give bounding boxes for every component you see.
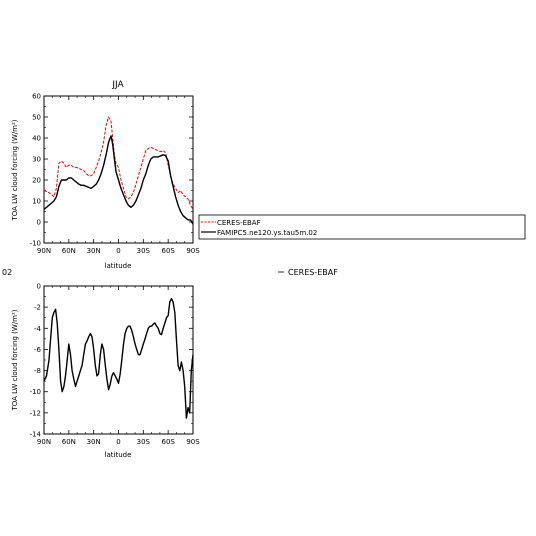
panel2-x-tick-label: 90S xyxy=(186,438,200,446)
panel1-y-tick-label: 60 xyxy=(32,93,41,101)
panel2-series-line-0 xyxy=(43,298,194,419)
panel1-y-tick-label: 40 xyxy=(32,135,41,143)
panel2-y-tick-label: -6 xyxy=(34,346,42,354)
legend-label-ceres: CERES-EBAF xyxy=(217,219,261,227)
panel2-x-label: latitude xyxy=(105,451,132,459)
panel1-series-line-0 xyxy=(43,116,194,210)
panel1-x-tick-label: 0 xyxy=(116,247,120,255)
panel2-x-tick-label: 60N xyxy=(62,438,76,446)
panel1-y-tick-label: 10 xyxy=(32,198,41,206)
legend2-label: CERES-EBAF xyxy=(288,268,338,277)
panel2-y-tick-label: -12 xyxy=(30,409,41,417)
panel2-series xyxy=(43,298,194,419)
legend-label-model: FAMIPC5.ne120.ys.tau5m.02 xyxy=(217,229,317,237)
panel2-x-tick-label: 90N xyxy=(37,438,51,446)
panel2-y-tick-label: 0 xyxy=(37,283,41,291)
panel2-x-tick-label: 0 xyxy=(116,438,120,446)
panel2-x-tick-label: 30N xyxy=(87,438,101,446)
panel1-y-tick-label: 30 xyxy=(32,156,41,164)
panel1-title: JJA xyxy=(111,80,124,90)
panel1-series-line-1 xyxy=(43,135,194,225)
panel2-y-label: TOA LW cloud forcing (W/m²) xyxy=(11,309,19,411)
panel2-y-axis: -14 -12 -10 -8 -6 -4 -2 0 xyxy=(30,283,193,439)
panel1-x-tick-label: 60S xyxy=(161,247,175,255)
panel1-x-axis: 90N 60N 30N 0 30S 60S 90S xyxy=(37,96,200,255)
panel1-y-tick-label: 20 xyxy=(32,177,41,185)
panel2-x-axis: 90N 60N 30N 0 30S 60S 90S xyxy=(37,286,200,446)
panel2-y-tick-label: -10 xyxy=(30,388,41,396)
panel1-y-tick-label: -10 xyxy=(30,240,41,248)
panel2-y-tick-label: -2 xyxy=(34,304,41,312)
panel1-y-label: TOA LW cloud forcing (W/m²) xyxy=(11,119,19,221)
panel1-x-tick-label: 90S xyxy=(186,247,200,255)
panel1-x-tick-label: 60N xyxy=(62,247,76,255)
panel2-x-tick-label: 30S xyxy=(137,438,151,446)
panel2-y-tick-label: -8 xyxy=(34,367,41,375)
panel1-x-tick-label: 30N xyxy=(87,247,101,255)
clipped-label-02: 02 xyxy=(2,268,12,277)
panel-difference: -14 -12 -10 -8 -6 -4 -2 0 90N 60N 30N 0 30S 60S 90S l… xyxy=(11,283,200,460)
panel1-y-tick-label: 50 xyxy=(32,114,41,122)
panel1-y-tick-label: 0 xyxy=(37,219,41,227)
panel1-legend: CERES-EBAF FAMIPC5.ne120.ys.tau5m.02 xyxy=(198,214,526,240)
panel2-y-tick-label: -14 xyxy=(30,431,42,439)
panel2-y-tick-label: -4 xyxy=(34,325,42,333)
panel1-x-label: latitude xyxy=(105,262,132,270)
legend-box xyxy=(198,214,526,240)
panel-jja: JJA -10 0 10 20 30 40 50 60 90N 60N 30N 0 30S 60S 90S… xyxy=(11,80,200,270)
panel2-legend: CERES-EBAF xyxy=(278,268,338,277)
panel2-plot-frame xyxy=(43,285,194,435)
panel1-x-tick-label: 90N xyxy=(37,247,51,255)
panel1-x-tick-label: 30S xyxy=(137,247,151,255)
panel1-series xyxy=(43,116,194,225)
panel1-y-axis: -10 0 10 20 30 40 50 60 xyxy=(30,93,193,248)
panel2-x-tick-label: 60S xyxy=(161,438,175,446)
